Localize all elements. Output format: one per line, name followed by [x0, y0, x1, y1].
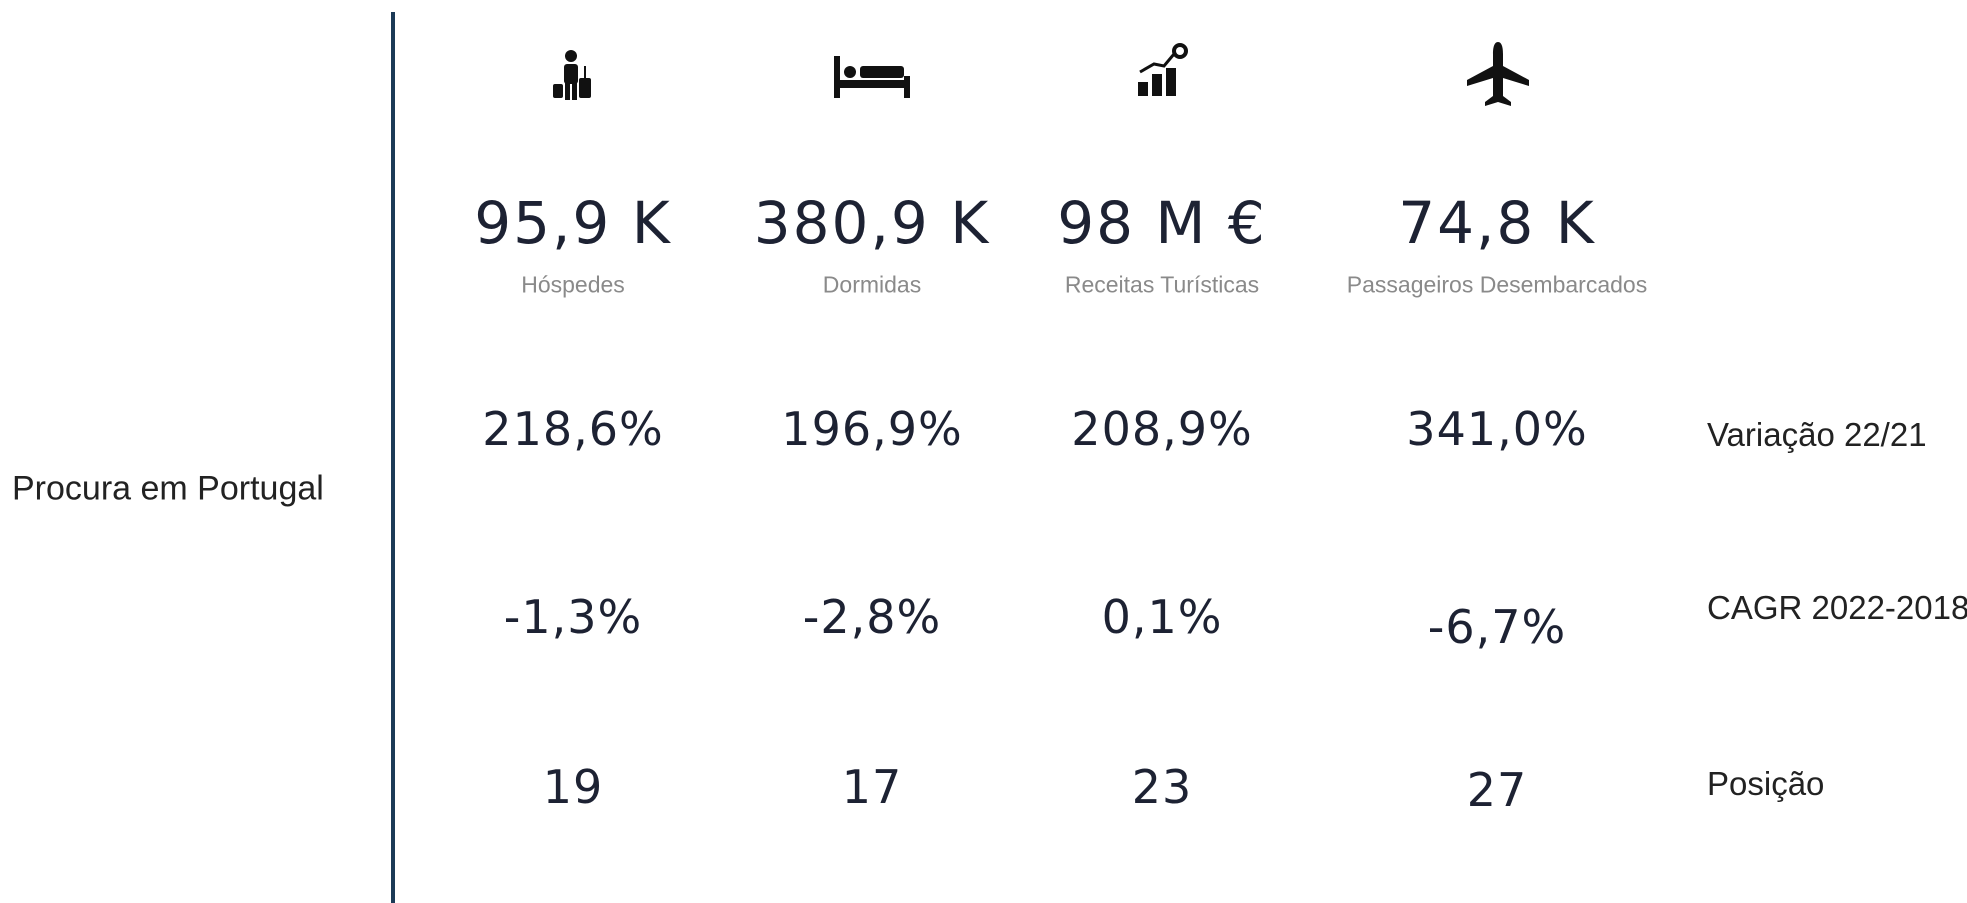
bed-icon	[834, 56, 910, 98]
row-label: Posição	[1707, 765, 1825, 802]
metric-name: Dormidas	[822, 271, 922, 298]
variation-value: 218,6%	[482, 402, 664, 456]
metric-value: 95,9 K	[474, 189, 672, 257]
plane-icon	[1467, 42, 1529, 106]
row-label: CAGR 2022-2018	[1707, 589, 1967, 626]
variation-value: 196,9%	[781, 402, 963, 456]
guest-icon	[553, 50, 591, 100]
metric-value: 74,8 K	[1398, 189, 1596, 257]
cagr-value: -2,8%	[802, 590, 942, 644]
cagr-value: -6,7%	[1427, 600, 1567, 654]
position-value: 17	[841, 760, 903, 814]
position-value: 27	[1466, 763, 1528, 817]
divider	[391, 12, 395, 903]
cagr-value: -1,3%	[503, 590, 643, 644]
metric-value: 380,9 K	[753, 189, 991, 257]
cagr-value: 0,1%	[1101, 590, 1223, 644]
row-label: Variação 22/21	[1707, 416, 1927, 453]
section-label: Procura em Portugal	[12, 469, 324, 508]
revenue-icon	[1138, 43, 1188, 96]
metric-name: Hóspedes	[521, 271, 625, 298]
position-value: 23	[1131, 760, 1193, 814]
variation-value: 341,0%	[1406, 402, 1588, 456]
metric-name: Passageiros Desembarcados	[1346, 271, 1648, 298]
metric-name: Receitas Turísticas	[1064, 271, 1260, 298]
metric-value: 98 M €	[1057, 189, 1267, 257]
variation-value: 208,9%	[1071, 402, 1253, 456]
position-value: 19	[542, 760, 604, 814]
